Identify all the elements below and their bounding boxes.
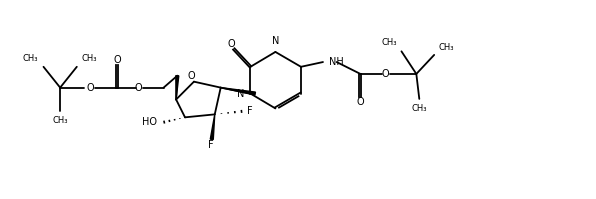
Text: F: F — [208, 140, 213, 150]
Polygon shape — [176, 76, 179, 100]
Text: O: O — [381, 69, 389, 79]
Text: CH₃: CH₃ — [52, 116, 68, 125]
Text: O: O — [113, 55, 121, 65]
Text: O: O — [86, 83, 94, 93]
Text: CH₃: CH₃ — [412, 104, 427, 113]
Text: N: N — [272, 36, 279, 46]
Text: HO: HO — [142, 117, 157, 127]
Text: O: O — [228, 39, 235, 49]
Polygon shape — [210, 114, 215, 139]
Text: CH₃: CH₃ — [82, 54, 97, 63]
Text: N: N — [237, 89, 244, 99]
Polygon shape — [221, 88, 256, 95]
Text: CH₃: CH₃ — [439, 43, 454, 52]
Text: O: O — [188, 71, 195, 81]
Text: NH: NH — [329, 57, 344, 67]
Text: CH₃: CH₃ — [22, 54, 38, 63]
Text: CH₃: CH₃ — [381, 38, 397, 47]
Text: O: O — [356, 97, 364, 107]
Text: F: F — [247, 106, 253, 116]
Text: O: O — [135, 83, 142, 93]
